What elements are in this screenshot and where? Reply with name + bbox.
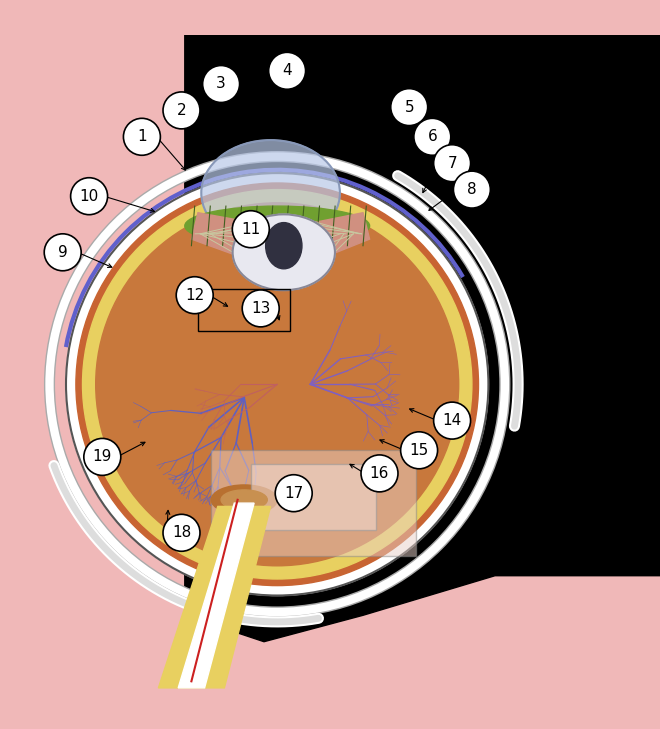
Circle shape <box>414 118 451 155</box>
Circle shape <box>76 183 478 585</box>
Circle shape <box>71 178 108 214</box>
Text: 5: 5 <box>405 100 414 114</box>
Text: 6: 6 <box>428 129 437 144</box>
Text: 2: 2 <box>177 103 186 118</box>
Text: 1: 1 <box>137 129 147 144</box>
Text: 7: 7 <box>447 156 457 171</box>
Polygon shape <box>185 34 660 642</box>
Circle shape <box>453 171 490 208</box>
Ellipse shape <box>201 140 340 246</box>
Circle shape <box>434 145 471 182</box>
Text: 18: 18 <box>172 526 191 540</box>
Text: 3: 3 <box>216 77 226 92</box>
Text: 4: 4 <box>282 63 292 78</box>
Text: 19: 19 <box>92 449 112 464</box>
FancyBboxPatch shape <box>211 451 416 556</box>
Polygon shape <box>158 507 271 688</box>
Circle shape <box>361 455 398 492</box>
Circle shape <box>434 402 471 439</box>
Circle shape <box>96 203 459 566</box>
Text: 14: 14 <box>442 413 462 428</box>
Circle shape <box>203 66 240 103</box>
Text: 8: 8 <box>467 182 477 197</box>
Polygon shape <box>297 213 370 265</box>
Text: 10: 10 <box>79 189 99 203</box>
Ellipse shape <box>185 206 370 246</box>
Ellipse shape <box>265 222 302 269</box>
Circle shape <box>401 432 438 469</box>
Circle shape <box>275 475 312 512</box>
Circle shape <box>176 277 213 313</box>
Text: 16: 16 <box>370 466 389 481</box>
Circle shape <box>269 52 306 89</box>
Circle shape <box>44 234 81 270</box>
Circle shape <box>391 89 428 125</box>
Text: 17: 17 <box>284 486 304 501</box>
Text: 12: 12 <box>185 288 205 303</box>
Circle shape <box>66 173 488 596</box>
FancyBboxPatch shape <box>251 464 376 529</box>
Circle shape <box>163 92 200 129</box>
Ellipse shape <box>233 214 335 290</box>
Text: 13: 13 <box>251 301 271 316</box>
Circle shape <box>84 438 121 475</box>
Circle shape <box>163 515 200 551</box>
Circle shape <box>242 290 279 327</box>
Polygon shape <box>191 213 271 265</box>
Text: 9: 9 <box>58 245 67 260</box>
Text: 11: 11 <box>241 222 261 237</box>
Ellipse shape <box>211 485 277 515</box>
Circle shape <box>123 118 160 155</box>
Text: 15: 15 <box>409 443 429 458</box>
Circle shape <box>232 211 269 248</box>
Ellipse shape <box>221 490 267 510</box>
Circle shape <box>82 190 472 579</box>
Polygon shape <box>178 503 254 688</box>
